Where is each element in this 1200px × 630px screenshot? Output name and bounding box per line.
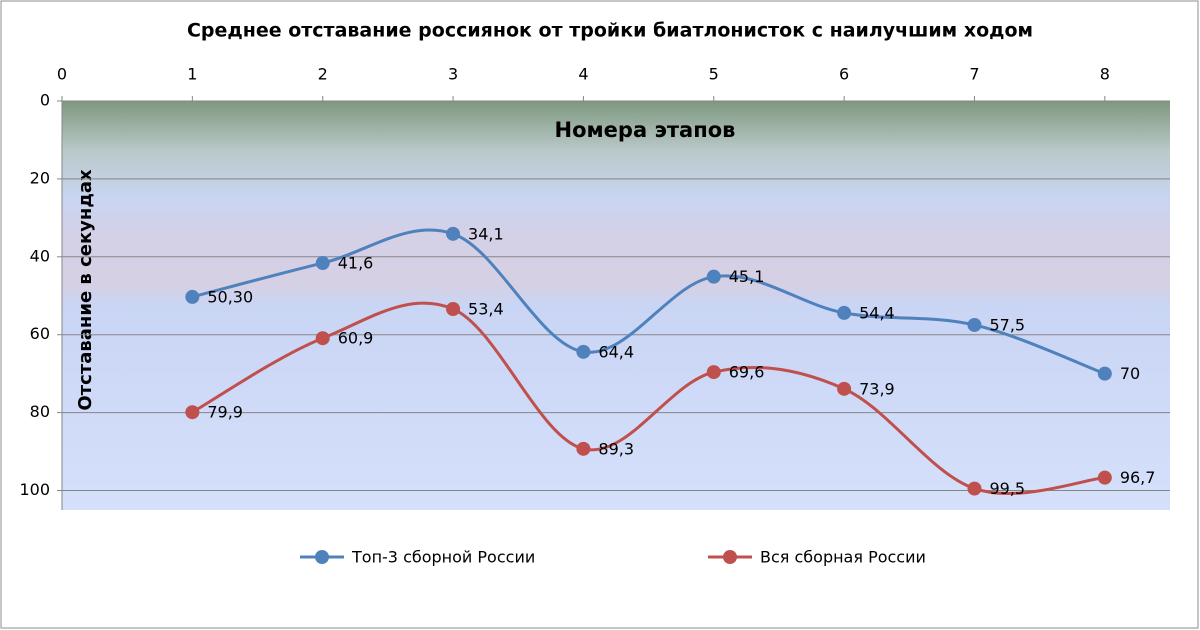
x-tick-label: 4 xyxy=(578,65,588,84)
data-label: 41,6 xyxy=(338,254,374,273)
y-tick-label: 40 xyxy=(30,246,50,265)
data-label: 69,6 xyxy=(729,363,765,382)
y-tick-label: 100 xyxy=(19,480,50,499)
data-point xyxy=(446,226,461,241)
data-point xyxy=(315,256,330,271)
legend-marker xyxy=(315,550,329,564)
x-axis-title: Номера этапов xyxy=(555,118,736,142)
data-point xyxy=(967,481,982,496)
x-tick-label: 3 xyxy=(448,65,458,84)
y-tick-label: 20 xyxy=(30,168,50,187)
x-tick-label: 8 xyxy=(1100,65,1110,84)
x-tick-label: 7 xyxy=(969,65,979,84)
data-label: 53,4 xyxy=(468,300,504,319)
data-label: 99,5 xyxy=(989,479,1025,498)
y-tick-label: 60 xyxy=(30,324,50,343)
data-label: 70 xyxy=(1120,364,1140,383)
x-tick-label: 0 xyxy=(57,65,67,84)
series-line xyxy=(191,301,1105,496)
chart-title: Среднее отставание россиянок от тройки б… xyxy=(187,20,1033,42)
legend-marker xyxy=(723,550,737,564)
data-point xyxy=(446,302,461,317)
data-point xyxy=(706,269,721,284)
data-point xyxy=(1097,366,1112,381)
legend-label: Топ-3 сборной России xyxy=(351,548,535,567)
data-label: 54,4 xyxy=(859,303,895,322)
data-label: 96,7 xyxy=(1120,468,1156,487)
data-label: 34,1 xyxy=(468,224,504,243)
x-tick-label: 1 xyxy=(187,65,197,84)
data-point xyxy=(967,317,982,332)
data-label: 89,3 xyxy=(598,439,634,458)
data-label: 79,9 xyxy=(207,403,243,422)
series-line xyxy=(191,228,1106,376)
data-label: 73,9 xyxy=(859,379,895,398)
data-label: 64,4 xyxy=(598,342,634,361)
data-point xyxy=(1097,470,1112,485)
y-tick-label: 0 xyxy=(40,91,50,110)
data-label: 45,1 xyxy=(729,267,765,286)
x-tick-label: 6 xyxy=(839,65,849,84)
data-point xyxy=(706,365,721,380)
data-point xyxy=(837,305,852,320)
data-point xyxy=(185,405,200,420)
data-point xyxy=(837,381,852,396)
x-tick-label: 2 xyxy=(318,65,328,84)
data-point xyxy=(576,441,591,456)
data-label: 60,9 xyxy=(338,329,374,348)
y-tick-label: 80 xyxy=(30,402,50,421)
data-point xyxy=(576,344,591,359)
y-axis-title: Отставание в секундах xyxy=(75,169,96,411)
data-label: 50,30 xyxy=(207,287,253,306)
data-point xyxy=(315,331,330,346)
x-tick-label: 5 xyxy=(709,65,719,84)
data-point xyxy=(185,289,200,304)
legend-label: Вся сборная России xyxy=(760,548,926,567)
data-label: 57,5 xyxy=(989,315,1025,334)
